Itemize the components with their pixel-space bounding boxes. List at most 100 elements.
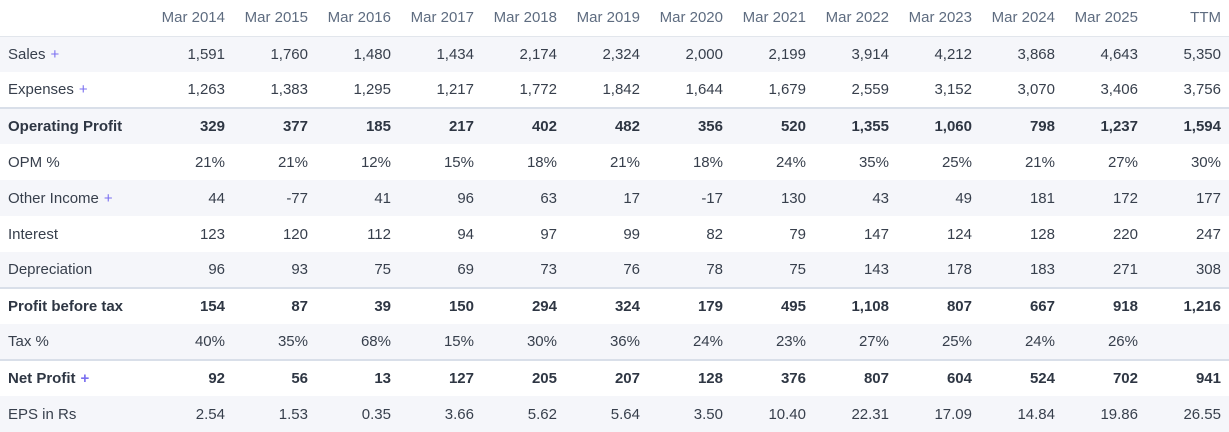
table-cell: 207 [565, 359, 648, 396]
table-cell: 41 [374, 189, 391, 207]
table-cell: 1,594 [1146, 107, 1229, 144]
column-header-mar-2025: Mar 2025 [1063, 0, 1146, 37]
table-cell: 183 [1029, 261, 1055, 278]
table-cell: 217 [399, 107, 482, 144]
table-cell: 44 [208, 189, 225, 207]
table-cell: 205 [482, 359, 565, 396]
row-label-text: Expenses [8, 81, 74, 98]
table-cell: 78 [706, 261, 723, 278]
table-cell: 39 [316, 287, 399, 324]
table-cell [1146, 324, 1229, 360]
table-cell: 1,591 [187, 45, 225, 63]
column-header-mar-2023: Mar 2023 [897, 0, 980, 37]
table-cell: 179 [648, 287, 731, 324]
table-cell: -77 [286, 189, 308, 207]
table-cell: 604 [897, 359, 980, 396]
table-cell: 15% [443, 153, 474, 171]
row-label-tax: Tax % [0, 324, 150, 360]
table-cell: 35% [277, 333, 308, 350]
expand-row-button[interactable]: + [80, 370, 90, 387]
expand-row-button[interactable]: + [103, 189, 113, 207]
table-cell: 1,644 [685, 81, 723, 98]
table-cell: 220 [1112, 225, 1138, 243]
table-cell: 18% [692, 153, 723, 171]
table-cell: 43 [872, 189, 889, 207]
table-cell: 356 [648, 107, 731, 144]
expand-row-button[interactable]: + [78, 81, 88, 98]
table-cell: 3,152 [934, 81, 972, 98]
table-cell: 1,480 [353, 45, 391, 63]
table-cell: 2,559 [851, 81, 889, 98]
table-cell: 18% [526, 153, 557, 171]
table-cell: 1,434 [436, 45, 474, 63]
row-label-interest: Interest [0, 216, 150, 252]
table-cell: 13 [316, 359, 399, 396]
column-header-mar-2019: Mar 2019 [565, 0, 648, 37]
row-label-expenses[interactable]: Expenses + [0, 72, 150, 108]
table-cell: 40% [194, 333, 225, 350]
row-label-text: EPS in Rs [8, 405, 77, 423]
table-cell: 1,355 [814, 107, 897, 144]
table-cell: 247 [1195, 225, 1221, 243]
column-header-mar-2020: Mar 2020 [648, 0, 731, 37]
table-cell: 5.64 [610, 405, 640, 423]
table-cell: 128 [1029, 225, 1055, 243]
table-row-operating-profit: Operating Profit 329 377 185 217 402 482 356 520… [0, 107, 1229, 144]
table-cell: 49 [955, 189, 972, 207]
header-row: Mar 2014 Mar 2015 Mar 2016 Mar 2017 Mar 2018… [0, 0, 1229, 37]
table-cell: 30% [526, 333, 557, 350]
expand-row-button[interactable]: + [50, 45, 60, 63]
table-cell: 15% [443, 333, 474, 350]
column-header-mar-2018: Mar 2018 [482, 0, 565, 37]
row-label-text: Tax % [8, 333, 49, 350]
row-label-other-income[interactable]: Other Income + [0, 180, 150, 216]
table-row-sales: Sales +1,591 1,760 1,480 1,434 2,174 2,324 2,00… [0, 36, 1229, 72]
table-row-net-profit: Net Profit +92 56 13 127 205 207 128 376 807 604 52… [0, 359, 1229, 396]
row-label-text: Operating Profit [8, 118, 123, 135]
table-cell: 143 [863, 261, 889, 278]
table-cell: 92 [150, 359, 233, 396]
table-cell: 150 [399, 287, 482, 324]
table-cell: 1,842 [602, 81, 640, 98]
table-cell: 76 [623, 261, 640, 278]
row-label-net-profit[interactable]: Net Profit + [0, 359, 150, 396]
table-cell: 1,679 [768, 81, 806, 98]
row-label-sales[interactable]: Sales + [0, 36, 150, 72]
column-header-ttm: TTM [1146, 0, 1229, 37]
table-cell: 1,295 [353, 81, 391, 98]
table-cell: 154 [150, 287, 233, 324]
table-cell: 26% [1107, 333, 1138, 350]
table-cell: 112 [367, 225, 391, 243]
table-cell: 94 [457, 225, 474, 243]
table-cell: 19.86 [1100, 405, 1138, 423]
table-cell: 123 [199, 225, 225, 243]
table-cell: 2,199 [768, 45, 806, 63]
table-cell: 1,237 [1063, 107, 1146, 144]
table-cell: 22.31 [851, 405, 889, 423]
table-cell: 1,772 [519, 81, 557, 98]
column-header-mar-2016: Mar 2016 [316, 0, 399, 37]
table-cell: 308 [1195, 261, 1221, 278]
row-label-text: Profit before tax [8, 298, 124, 315]
column-header-mar-2022: Mar 2022 [814, 0, 897, 37]
table-cell: 495 [731, 287, 814, 324]
table-cell: 127 [399, 359, 482, 396]
table-cell: 96 [208, 261, 225, 278]
table-cell: 294 [482, 287, 565, 324]
table-cell: 377 [233, 107, 316, 144]
table-cell: 130 [780, 189, 806, 207]
table-cell: 97 [540, 225, 557, 243]
table-cell: 177 [1195, 189, 1221, 207]
table-cell: 24% [1024, 333, 1055, 350]
table-cell: 12% [360, 153, 391, 171]
table-cell: 3,070 [1017, 81, 1055, 98]
table-cell: 68% [360, 333, 391, 350]
header-label-spacer [0, 0, 150, 37]
row-label-text: OPM % [8, 153, 60, 171]
table-cell: 324 [565, 287, 648, 324]
row-label-eps-in-rs: EPS in Rs [0, 396, 150, 432]
table-cell: 128 [648, 359, 731, 396]
table-cell: 27% [858, 333, 889, 350]
